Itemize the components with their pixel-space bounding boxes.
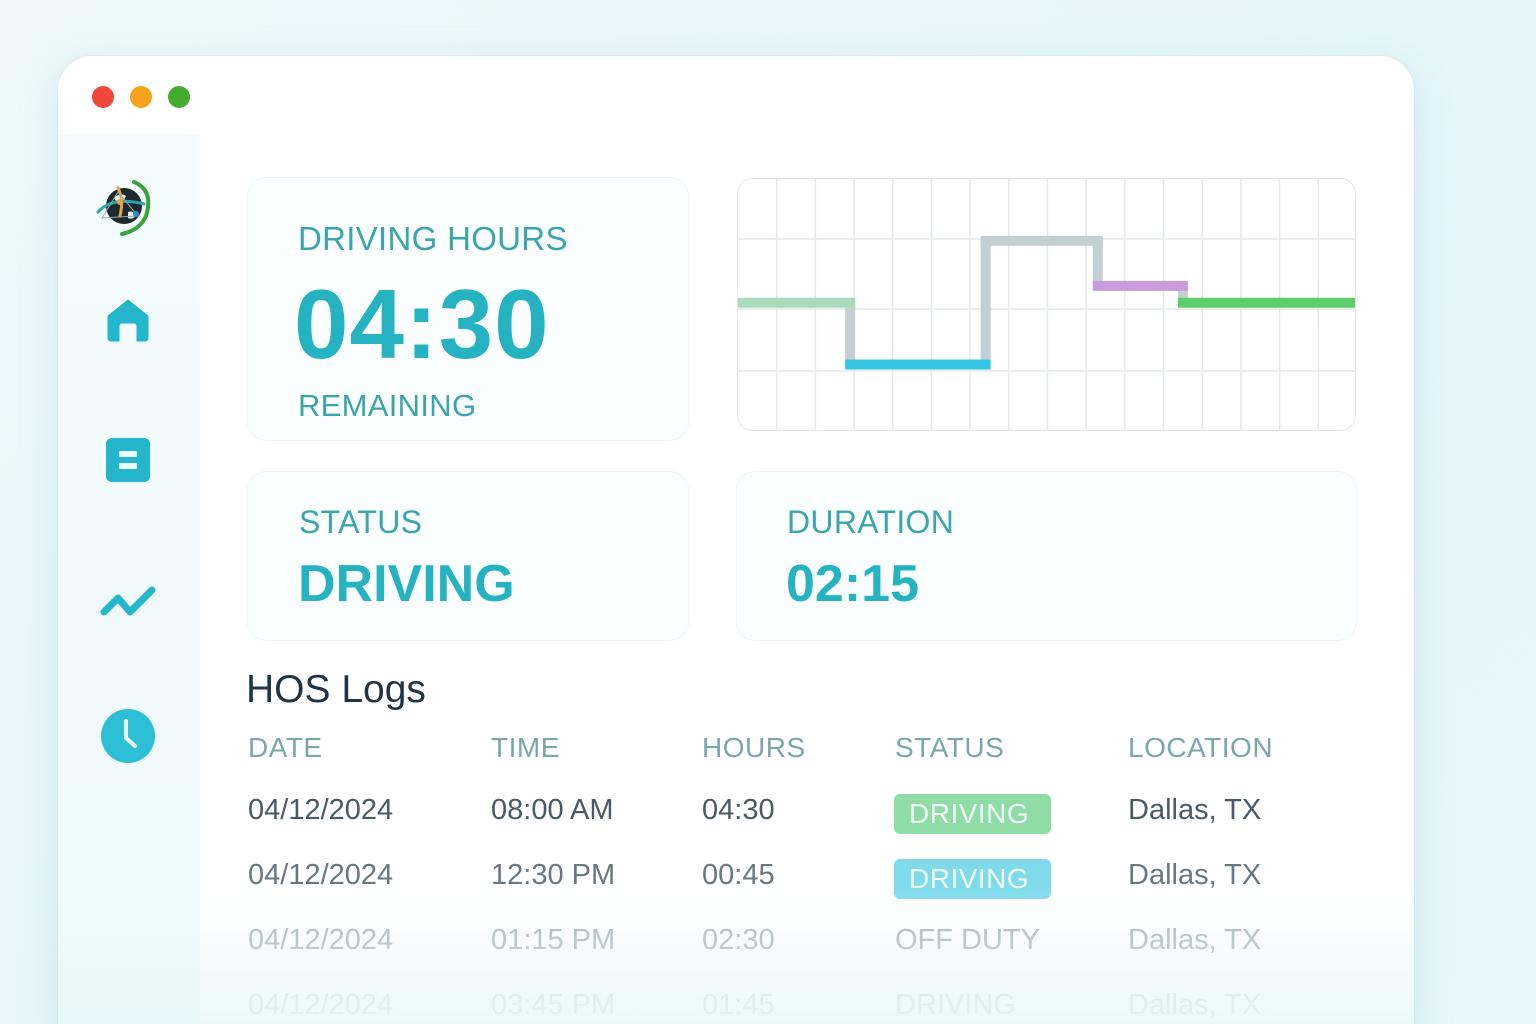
maximize-window-button[interactable] xyxy=(168,86,190,108)
duty-status-chart xyxy=(737,178,1356,431)
minimize-window-button[interactable] xyxy=(130,86,152,108)
cell-date: 04/12/2024 xyxy=(248,794,394,826)
cell-time: 01:15 PM xyxy=(491,924,616,956)
cell-status: DRIVING xyxy=(895,989,1016,1021)
globe-logo-icon[interactable] xyxy=(88,168,162,242)
sidebar-item-logs[interactable] xyxy=(100,432,156,488)
cell-time: 08:00 AM xyxy=(491,794,614,826)
cell-hours: 01:45 xyxy=(702,989,775,1021)
window-controls xyxy=(92,86,190,108)
cell-location: Dallas, TX xyxy=(1128,924,1262,956)
column-header-hours[interactable]: HOURS xyxy=(702,732,806,763)
table-row[interactable]: 04/12/2024 03:45 PM 01:45 DRIVING Dallas… xyxy=(248,989,1308,1024)
close-window-button[interactable] xyxy=(92,86,114,108)
driving-hours-value: 04:30 xyxy=(294,269,550,379)
column-header-date[interactable]: DATE xyxy=(248,732,323,763)
sidebar xyxy=(58,134,200,1024)
table-row[interactable]: 04/12/2024 12:30 PM 00:45 DRIVING Dallas… xyxy=(248,859,1308,903)
sidebar-item-analytics[interactable] xyxy=(100,574,156,630)
home-icon xyxy=(107,299,149,342)
cell-time: 12:30 PM xyxy=(491,859,616,891)
duration-card: DURATION 02:15 xyxy=(737,472,1356,640)
hos-logs-title: HOS Logs xyxy=(246,668,426,711)
cell-location: Dallas, TX xyxy=(1128,859,1262,891)
app-window: DRIVING HOURS 04:30 REMAINING STATUS DRI… xyxy=(58,56,1414,1024)
cell-hours: 04:30 xyxy=(702,794,775,826)
cell-date: 04/12/2024 xyxy=(248,924,394,956)
cell-time: 03:45 PM xyxy=(491,989,616,1021)
driving-hours-label: DRIVING HOURS xyxy=(298,220,568,257)
table-row[interactable]: 04/12/2024 01:15 PM 02:30 OFF DUTY Dalla… xyxy=(248,924,1308,968)
clock-icon xyxy=(101,709,155,763)
sidebar-item-home[interactable] xyxy=(100,292,156,348)
column-header-location[interactable]: LOCATION xyxy=(1128,732,1274,763)
cell-location: Dallas, TX xyxy=(1128,794,1262,826)
status-card: STATUS DRIVING xyxy=(248,472,688,640)
sidebar-item-history[interactable] xyxy=(100,708,156,764)
driving-hours-card: DRIVING HOURS 04:30 REMAINING xyxy=(248,178,688,440)
status-badge: DRIVING xyxy=(894,794,1051,834)
column-header-status[interactable]: STATUS xyxy=(895,732,1005,763)
cell-date: 04/12/2024 xyxy=(248,989,394,1021)
cell-hours: 00:45 xyxy=(702,859,775,891)
column-header-time[interactable]: TIME xyxy=(491,732,560,763)
status-value: DRIVING xyxy=(298,555,515,613)
status-label: STATUS xyxy=(299,504,423,540)
trend-icon xyxy=(100,586,156,616)
cell-date: 04/12/2024 xyxy=(248,859,394,891)
logs-icon xyxy=(106,438,150,482)
duration-value: 02:15 xyxy=(786,555,919,613)
duration-label: DURATION xyxy=(787,504,955,540)
cell-status: OFF DUTY xyxy=(895,924,1040,956)
cell-location: Dallas, TX xyxy=(1128,989,1262,1021)
duty-status-graph xyxy=(738,179,1355,430)
driving-hours-sublabel: REMAINING xyxy=(298,388,477,423)
table-row[interactable]: 04/12/2024 08:00 AM 04:30 DRIVING Dallas… xyxy=(248,794,1308,838)
status-badge: DRIVING xyxy=(894,859,1051,899)
cell-hours: 02:30 xyxy=(702,924,775,956)
